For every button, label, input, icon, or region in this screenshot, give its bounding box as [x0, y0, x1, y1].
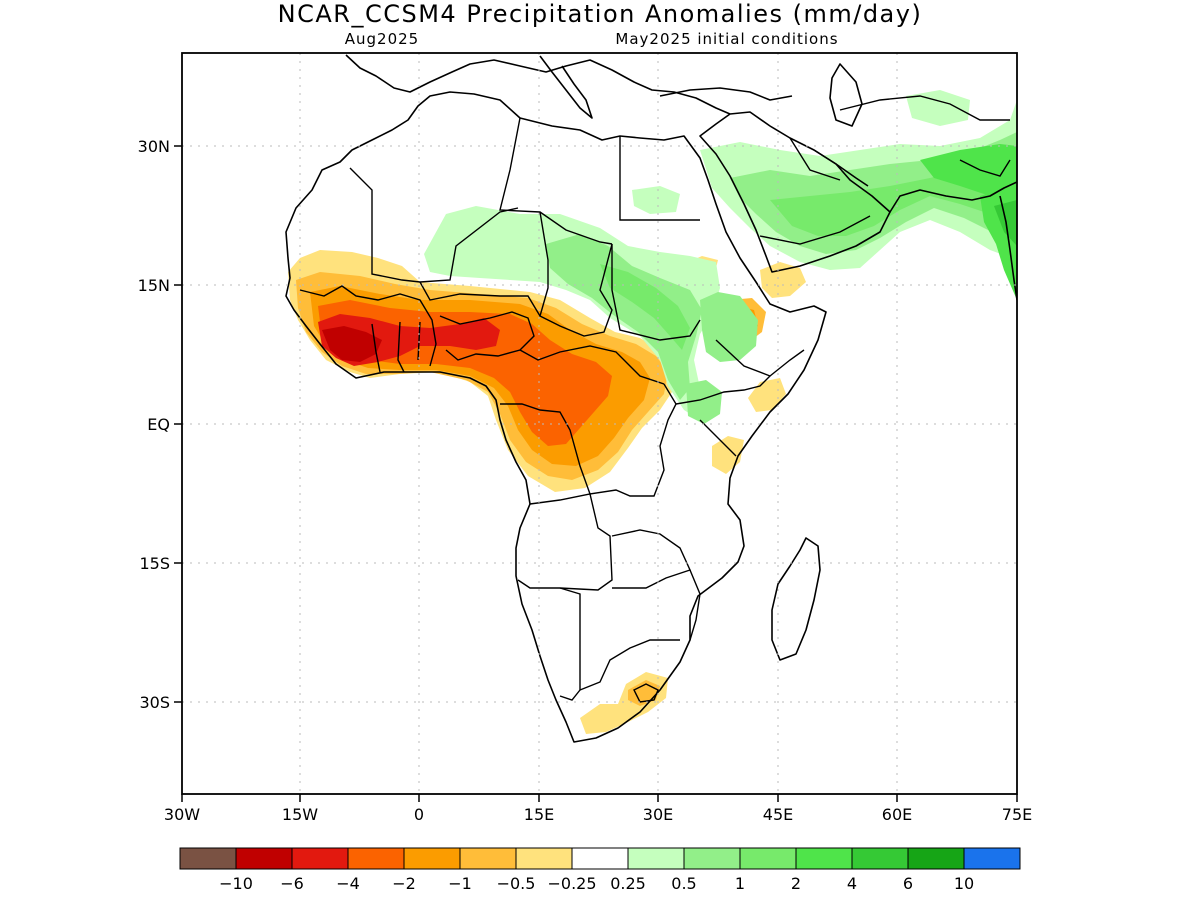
lon-label: 30W — [164, 805, 200, 824]
arabia-coastline — [699, 111, 891, 273]
tick-marks — [174, 145, 1018, 802]
border-arabia — [759, 137, 871, 245]
border-pakistan — [959, 159, 1011, 177]
colorbar-swatch — [907, 847, 965, 870]
subtitle-right: May2025 initial conditions — [615, 30, 838, 48]
colorbar-swatch — [627, 847, 685, 870]
colorbar-label: −6 — [280, 874, 304, 893]
india-coastline — [999, 195, 1017, 301]
lon-label: 60E — [882, 805, 912, 824]
lon-label: 30E — [643, 805, 673, 824]
border-west-africa — [299, 285, 437, 367]
dry-region-south-africa — [580, 672, 668, 734]
colorbar-label: 4 — [847, 874, 857, 893]
wet-region-sudan — [546, 234, 702, 400]
border-angola — [517, 493, 613, 591]
border-namibia-botswana — [559, 587, 680, 692]
asia-coastline — [889, 181, 1017, 213]
colorbar-label: −2 — [392, 874, 416, 893]
turkey-coastline — [659, 87, 793, 101]
persian-gulf — [813, 149, 869, 187]
lon-label: 0 — [414, 805, 424, 824]
colorbar-swatch — [347, 847, 405, 870]
wet-region-iran — [920, 144, 1017, 196]
border-south-africa — [559, 689, 581, 701]
border-mozambique — [689, 569, 701, 641]
lat-label: 15N — [138, 276, 170, 295]
dry-region-kenya — [712, 436, 744, 474]
lat-label: 15S — [139, 554, 170, 573]
wet-region-caspian — [906, 90, 970, 126]
colorbar-label: −4 — [336, 874, 360, 893]
colorbar-swatch — [739, 847, 797, 870]
border-cameroon-car — [519, 345, 665, 385]
anomaly-shading — [288, 90, 1017, 734]
italy-coastline — [539, 55, 593, 119]
colorbar-swatch — [795, 847, 853, 870]
colorbar-swatch — [403, 847, 461, 870]
colorbar-swatch — [235, 847, 293, 870]
border-ethiopia-somalia — [715, 339, 805, 377]
colorbar-swatch — [515, 847, 573, 870]
colorbar-label: 1 — [735, 874, 745, 893]
colorbar-label: −0.5 — [497, 874, 536, 893]
border-lesotho — [633, 683, 659, 703]
caspian-coastline — [829, 63, 863, 127]
border-egypt-sudan — [619, 136, 700, 221]
map-panel: 30N 15N EQ 15S 30S 30W 15W 0 15E 30E 45E… — [138, 52, 1032, 824]
lat-label: 30N — [138, 137, 170, 156]
lon-label: 15E — [524, 805, 554, 824]
europe-coastline — [345, 54, 731, 115]
colorbar-swatch — [683, 847, 741, 870]
border-sudan-south — [611, 244, 701, 341]
colorbar-label: 6 — [903, 874, 913, 893]
lat-label: EQ — [147, 415, 170, 434]
dry-region-guinea-darkred — [322, 326, 382, 362]
lat-label: 30S — [139, 693, 170, 712]
madagascar-coastline — [771, 537, 821, 661]
colorbar-swatch — [179, 847, 237, 870]
colorbar-label: 2 — [791, 874, 801, 893]
colorbar-swatch — [291, 847, 349, 870]
colorbar-label: 10 — [954, 874, 974, 893]
graticule — [182, 53, 1017, 794]
colorbar-label: 0.5 — [671, 874, 696, 893]
lon-label: 15W — [282, 805, 318, 824]
coastlines — [285, 54, 1017, 743]
country-borders — [299, 95, 1011, 703]
lon-label: 75E — [1002, 805, 1032, 824]
border-zambia — [611, 529, 691, 589]
colorbar-swatch — [571, 847, 629, 870]
colorbar-label: −0.25 — [547, 874, 596, 893]
wet-region-uganda — [686, 380, 722, 424]
border-mali-niger — [419, 281, 541, 317]
border-iran — [839, 95, 1010, 121]
colorbar: −10 −6 −4 −2 −1 −0.5 −0.25 0.25 0.5 1 2 4 6 10 — [179, 847, 1021, 893]
latitude-labels: 30N 15N EQ 15S 30S — [138, 137, 170, 712]
colorbar-label: −1 — [448, 874, 472, 893]
border-east-africa — [675, 375, 771, 457]
dry-region-somalia — [748, 378, 786, 412]
africa-coastline — [285, 91, 827, 743]
map-title: NCAR_CCSM4 Precipitation Anomalies (mm/d… — [278, 0, 923, 28]
colorbar-swatch — [459, 847, 517, 870]
colorbar-label: −10 — [219, 874, 253, 893]
border-chad — [539, 211, 613, 337]
colorbar-label: 0.25 — [610, 874, 646, 893]
wet-region-ethiopia-ring — [700, 292, 758, 362]
colorbar-swatch — [851, 847, 909, 870]
wet-region-sahara — [424, 206, 720, 420]
border-nigeria — [439, 311, 535, 361]
colorbar-swatch — [963, 847, 1021, 870]
longitude-labels: 30W 15W 0 15E 30E 45E 60E 75E — [164, 805, 1032, 824]
border-congo — [500, 383, 677, 497]
dry-region-yemen — [760, 262, 806, 298]
subtitle-left: Aug2025 — [345, 30, 419, 48]
wet-region-libya — [632, 186, 680, 214]
lon-label: 45E — [763, 805, 793, 824]
